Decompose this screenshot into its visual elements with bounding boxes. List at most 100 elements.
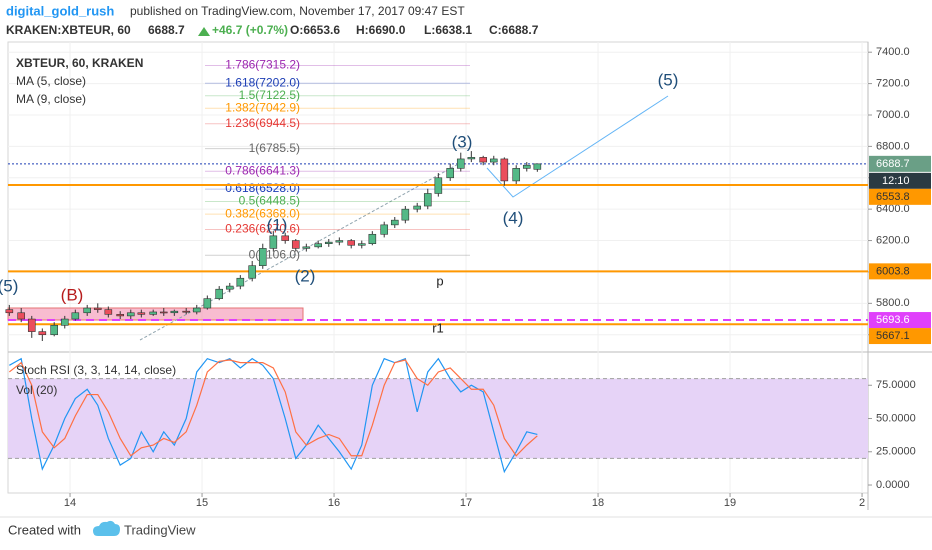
wave-projection [486,95,669,198]
brand[interactable]: TradingView [124,522,196,537]
price-label-box [869,155,931,172]
annotation: (1) [267,215,288,234]
annotation: (5) [658,70,679,89]
annotation: p [436,273,443,288]
candle-body [182,310,191,313]
y-tick-label: 7200.0 [876,78,910,90]
annotation: (5) [0,276,18,295]
y-tick-label: 5800.0 [876,297,910,309]
candle-body [479,157,488,163]
candle-body [126,312,135,317]
fib-label: 1.236(6944.5) [225,116,300,130]
fib-label: 1.618(7202.0) [225,75,300,89]
price-label-box [869,188,931,205]
open: O:6653.6 [290,23,340,37]
legend-entry: MA (5, close) [16,74,86,88]
fib-label: 1.5(7122.5) [239,88,300,102]
candle-body [225,285,234,290]
candle-body [50,325,59,336]
candle-body [137,312,146,315]
candle-body [83,307,92,314]
price-label: 5693.6 [876,314,910,326]
candle-body [489,158,498,163]
annotation: (4) [503,208,524,227]
candle-body [60,318,69,326]
price-label: 6553.8 [876,191,910,203]
candle-body [71,312,80,320]
candle-body [258,248,267,266]
candle-body [281,235,290,241]
y-tick-label: 6400.0 [876,203,910,215]
y-tick-label: 50.0000 [876,412,916,424]
high: H:6690.0 [356,23,406,37]
candle-body [203,298,212,309]
annotation: (B) [61,285,84,304]
candle-body [116,314,125,317]
candle-body [5,309,14,314]
up-arrow [198,27,210,36]
candle-body [236,277,245,287]
candle-body [368,233,377,244]
y-tick-label: 0.0000 [876,479,910,491]
candle-body [347,240,356,246]
fib-label: 0.382(6368.0) [225,206,300,220]
candle-body [467,157,476,160]
band [8,378,868,459]
x-tick-label: 18 [592,497,604,509]
countdown-box [869,172,931,189]
candle-body [17,312,26,320]
fib-label: 0.236(6270.6) [225,222,300,236]
close: C:6688.7 [489,23,539,37]
candle-body [159,311,168,314]
x-tick-label: 15 [196,497,208,509]
candle-body [269,235,278,249]
legend-entry: Stoch RSI (3, 3, 14, 14, close) [16,363,176,377]
legend-entry: XBTEUR, 60, KRAKEN [16,56,143,70]
candle-body [390,219,399,226]
user[interactable]: digital_gold_rush [6,3,114,18]
price-label-box [869,263,931,280]
plot: 5600.05800.06000.06200.06400.06600.06800… [0,42,931,509]
change: +46.7 (+0.7%) [212,23,288,37]
candle-body [335,240,344,243]
candle-body [104,309,113,315]
candle-body [192,307,201,313]
price-label: 6688.7 [876,158,910,170]
candle-body [324,241,333,244]
published: published on TradingView.com, November 1… [130,4,465,18]
y-tick-label: 7400.0 [876,46,910,58]
fib-label: 0(6106.0) [249,247,300,261]
candle-body [446,168,455,179]
candle-body [533,163,542,170]
x-tick-label: 17 [460,497,472,509]
oscillator-line [9,357,538,474]
last-price: 6688.7 [148,23,185,37]
price-label-box [869,328,931,345]
candle-body [423,193,432,207]
x-tick-label: 14 [64,497,76,509]
price-label-box [869,312,931,329]
candle-body [248,265,257,279]
oscillator-line [8,359,538,457]
low: L:6638.1 [424,23,472,37]
candle-body [512,168,521,182]
fib-label: 1.382(7042.9) [225,100,300,114]
candle-body [456,158,465,169]
annotation: r1 [432,320,444,335]
candle-body [314,243,323,248]
fib-label: 0.786(6641.3) [225,163,300,177]
y-tick-label: 75.0000 [876,379,916,391]
fib-label: 0.5(6448.5) [239,194,300,208]
candle-body [215,288,224,299]
fib-label: 1.786(7315.2) [225,58,300,72]
candle-body [38,331,47,336]
candle-body [401,208,410,221]
countdown: 12:10 [882,175,910,187]
candle-body [434,177,443,194]
candle-body [357,243,366,246]
legend-entry: MA (9, close) [16,92,86,106]
candle-body [27,318,36,332]
price-label: 5667.1 [876,330,910,342]
y-tick-label: 6200.0 [876,234,910,246]
